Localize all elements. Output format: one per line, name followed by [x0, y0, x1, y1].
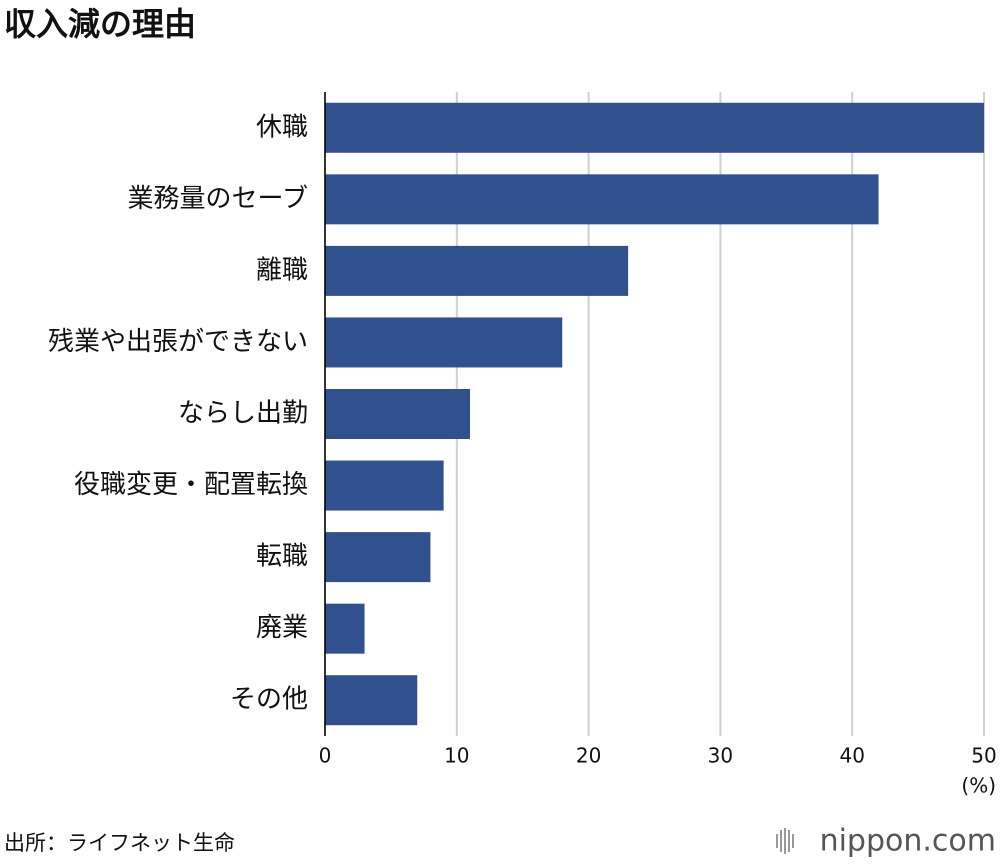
bar	[325, 532, 431, 583]
y-tick-label: 役職変更・配置転換	[74, 470, 308, 500]
y-tick-label: 残業や出張ができない	[48, 327, 308, 357]
y-tick-label: 休職	[256, 112, 308, 142]
y-tick-label: ならし出勤	[178, 399, 308, 429]
bar	[325, 102, 984, 153]
source: 出所：ライフネット生命	[4, 831, 235, 855]
x-tick-label: 50	[971, 744, 996, 768]
unit-label: (%)	[961, 774, 996, 798]
bar	[325, 460, 444, 511]
y-tick-label: 業務量のセーブ	[128, 184, 308, 214]
y-tick-label: 廃業	[256, 613, 308, 643]
bar	[325, 174, 879, 225]
x-tick-label: 40	[839, 744, 864, 768]
x-tick-label: 20	[576, 744, 601, 768]
bar	[325, 675, 418, 726]
bar	[325, 603, 365, 654]
x-tick-label: 10	[444, 744, 469, 768]
y-tick-label: その他	[230, 685, 308, 715]
y-tick-label: 転職	[256, 542, 308, 572]
bar	[325, 389, 470, 439]
chart-title: 収入減の理由	[4, 5, 196, 43]
logo-icon	[776, 828, 794, 854]
bar	[325, 317, 563, 368]
x-tick-label: 0	[319, 744, 332, 768]
x-tick-label: 30	[708, 744, 733, 768]
bar	[325, 245, 629, 296]
logo: nippon.com	[820, 824, 996, 859]
y-tick-label: 離職	[256, 255, 308, 285]
